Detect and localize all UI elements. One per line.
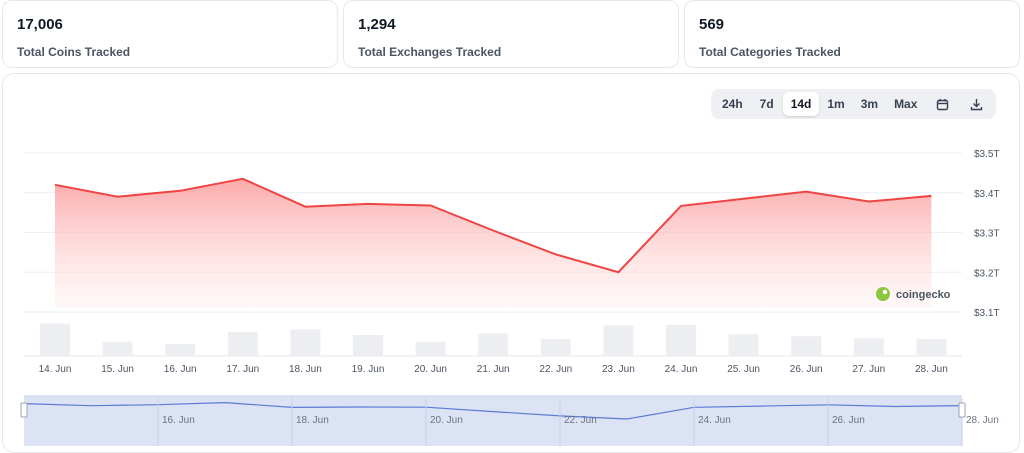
stat-label: Total Categories Tracked (699, 45, 841, 59)
range-24h-button[interactable]: 24h (722, 97, 743, 111)
range-max-button[interactable]: Max (894, 97, 918, 111)
volume-bar (353, 334, 383, 356)
x-tick-label: 23. Jun (602, 364, 635, 375)
y-tick-label: $3.5T (974, 149, 1000, 160)
stat-card-exchanges: 1,294 Total Exchanges Tracked (343, 0, 679, 68)
time-range-selector: 24h 7d 14d 1m 3m Max (711, 89, 997, 119)
x-tick-label: 26. Jun (790, 364, 823, 375)
x-tick-label: 20. Jun (414, 364, 447, 375)
x-tick-label: 17. Jun (226, 364, 259, 375)
volume-bar (478, 333, 509, 356)
x-tick-label: 24. Jun (665, 364, 698, 375)
range-7d-button[interactable]: 7d (759, 97, 774, 111)
navigator-tick-label: 24. Jun (698, 415, 731, 426)
download-icon[interactable] (959, 92, 993, 116)
volume-bar (916, 339, 947, 356)
x-tick-label: 15. Jun (101, 364, 134, 375)
volume-bar (227, 332, 258, 356)
navigator-right-handle[interactable] (958, 402, 966, 418)
volume-bar (40, 323, 70, 356)
x-tick-label: 25. Jun (727, 364, 760, 375)
navigator-tick-label: 16. Jun (162, 415, 195, 426)
navigator-tick-label: 18. Jun (296, 415, 329, 426)
x-tick-label: 19. Jun (352, 364, 385, 375)
volume-bar (666, 324, 696, 356)
coingecko-watermark-text: coingecko (896, 289, 951, 301)
volume-bar (853, 338, 884, 356)
navigator-line (23, 401, 963, 420)
y-tick-label: $3.4T (974, 189, 1000, 200)
navigator-left-handle[interactable] (20, 402, 28, 418)
stat-label: Total Coins Tracked (17, 45, 131, 59)
range-14d-button[interactable]: 14d (782, 92, 820, 116)
x-tick-label: 18. Jun (289, 364, 322, 375)
market-cap-line (54, 177, 932, 274)
stat-value: 569 (699, 16, 725, 33)
volume-bar (102, 341, 133, 356)
volume-bar (791, 336, 822, 356)
volume-bar (540, 339, 571, 356)
range-3m-button[interactable]: 3m (860, 97, 879, 111)
stat-card-categories: 569 Total Categories Tracked (684, 0, 1020, 68)
volume-bar (290, 329, 321, 356)
market-cap-area (55, 178, 932, 308)
x-tick-label: 16. Jun (164, 364, 197, 375)
x-tick-label: 14. Jun (39, 364, 72, 375)
x-tick-label: 22. Jun (539, 364, 572, 375)
coingecko-watermark: coingecko (876, 287, 951, 301)
stat-value: 1,294 (358, 16, 396, 33)
navigator-tick-label: 26. Jun (832, 415, 865, 426)
y-tick-label: $3.1T (974, 308, 1000, 319)
navigator-tick-label: 20. Jun (430, 415, 463, 426)
navigator-tick-label: 22. Jun (564, 415, 597, 426)
stat-value: 17,006 (17, 16, 63, 33)
y-tick-label: $3.2T (974, 268, 1000, 279)
volume-bar (603, 325, 634, 356)
x-tick-label: 27. Jun (852, 364, 885, 375)
stat-card-coins: 17,006 Total Coins Tracked (2, 0, 338, 68)
volume-bar (165, 344, 196, 356)
calendar-icon[interactable] (925, 92, 959, 116)
volume-bar (415, 341, 446, 356)
x-tick-label: 21. Jun (477, 364, 510, 375)
range-navigator[interactable]: 16. Jun 18. Jun 20. Jun 22. Jun 24. Jun 26. J… (20, 395, 999, 446)
volume-bar (728, 334, 759, 356)
x-tick-label: 28. Jun (915, 364, 948, 375)
y-tick-label: $3.3T (974, 229, 1000, 240)
stat-label: Total Exchanges Tracked (358, 45, 502, 59)
navigator-tick-label: 28. Jun (966, 415, 999, 426)
range-1m-button[interactable]: 1m (827, 97, 845, 111)
coingecko-logo-icon (876, 287, 890, 301)
